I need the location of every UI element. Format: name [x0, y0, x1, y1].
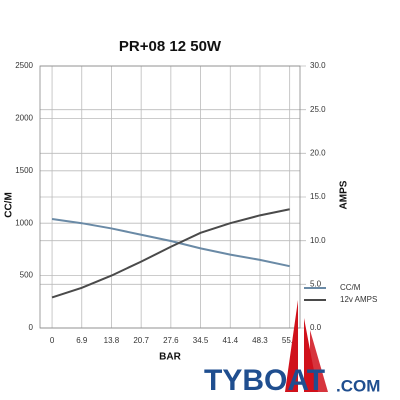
x-axis-label: BAR — [159, 352, 181, 363]
series-line — [51, 218, 290, 268]
series-line — [51, 208, 290, 299]
logo: TYBOAT .COM — [204, 300, 380, 397]
y2-tick-label: 25.0 — [310, 105, 326, 114]
x-tick-label: 0 — [50, 336, 55, 345]
x-tick-label: 55.2 — [282, 336, 298, 345]
x-tick-label: 13.8 — [104, 336, 120, 345]
logo-sail — [285, 300, 298, 392]
y-tick-label: 2500 — [15, 61, 33, 70]
y-tick-label: 1500 — [15, 166, 33, 175]
legend-label: 12v AMPS — [340, 295, 377, 304]
chart-title: PR+08 12 50W — [119, 38, 222, 55]
y-tick-label: 0 — [29, 323, 34, 332]
x-tick-label: 48.3 — [252, 336, 268, 345]
y2-tick-label: 10.0 — [310, 236, 326, 245]
y2-tick-label: 5.0 — [310, 279, 322, 288]
y2-tick-label: 0.0 — [310, 323, 322, 332]
x-tick-label: 41.4 — [222, 336, 238, 345]
y-tick-label: 1000 — [15, 218, 33, 227]
legend-label: CC/M — [340, 283, 361, 292]
y2-tick-label: 30.0 — [310, 61, 326, 70]
y2-tick-label: 20.0 — [310, 148, 326, 157]
y-tick-label: 500 — [20, 271, 34, 280]
y2-axis-label: AMPS — [339, 180, 350, 209]
x-tick-label: 20.7 — [133, 336, 149, 345]
logo-name: TYBOAT — [204, 364, 325, 397]
plot-frame — [39, 65, 301, 329]
x-tick-label: 6.9 — [76, 336, 88, 345]
x-tick-label: 34.5 — [193, 336, 209, 345]
y-axis-label: CC/M — [4, 192, 15, 218]
y-tick-label: 2000 — [15, 114, 33, 123]
logo-suffix: .COM — [336, 376, 380, 395]
x-tick-label: 27.6 — [163, 336, 179, 345]
logo-sail — [310, 330, 328, 392]
y2-tick-label: 15.0 — [310, 192, 326, 201]
